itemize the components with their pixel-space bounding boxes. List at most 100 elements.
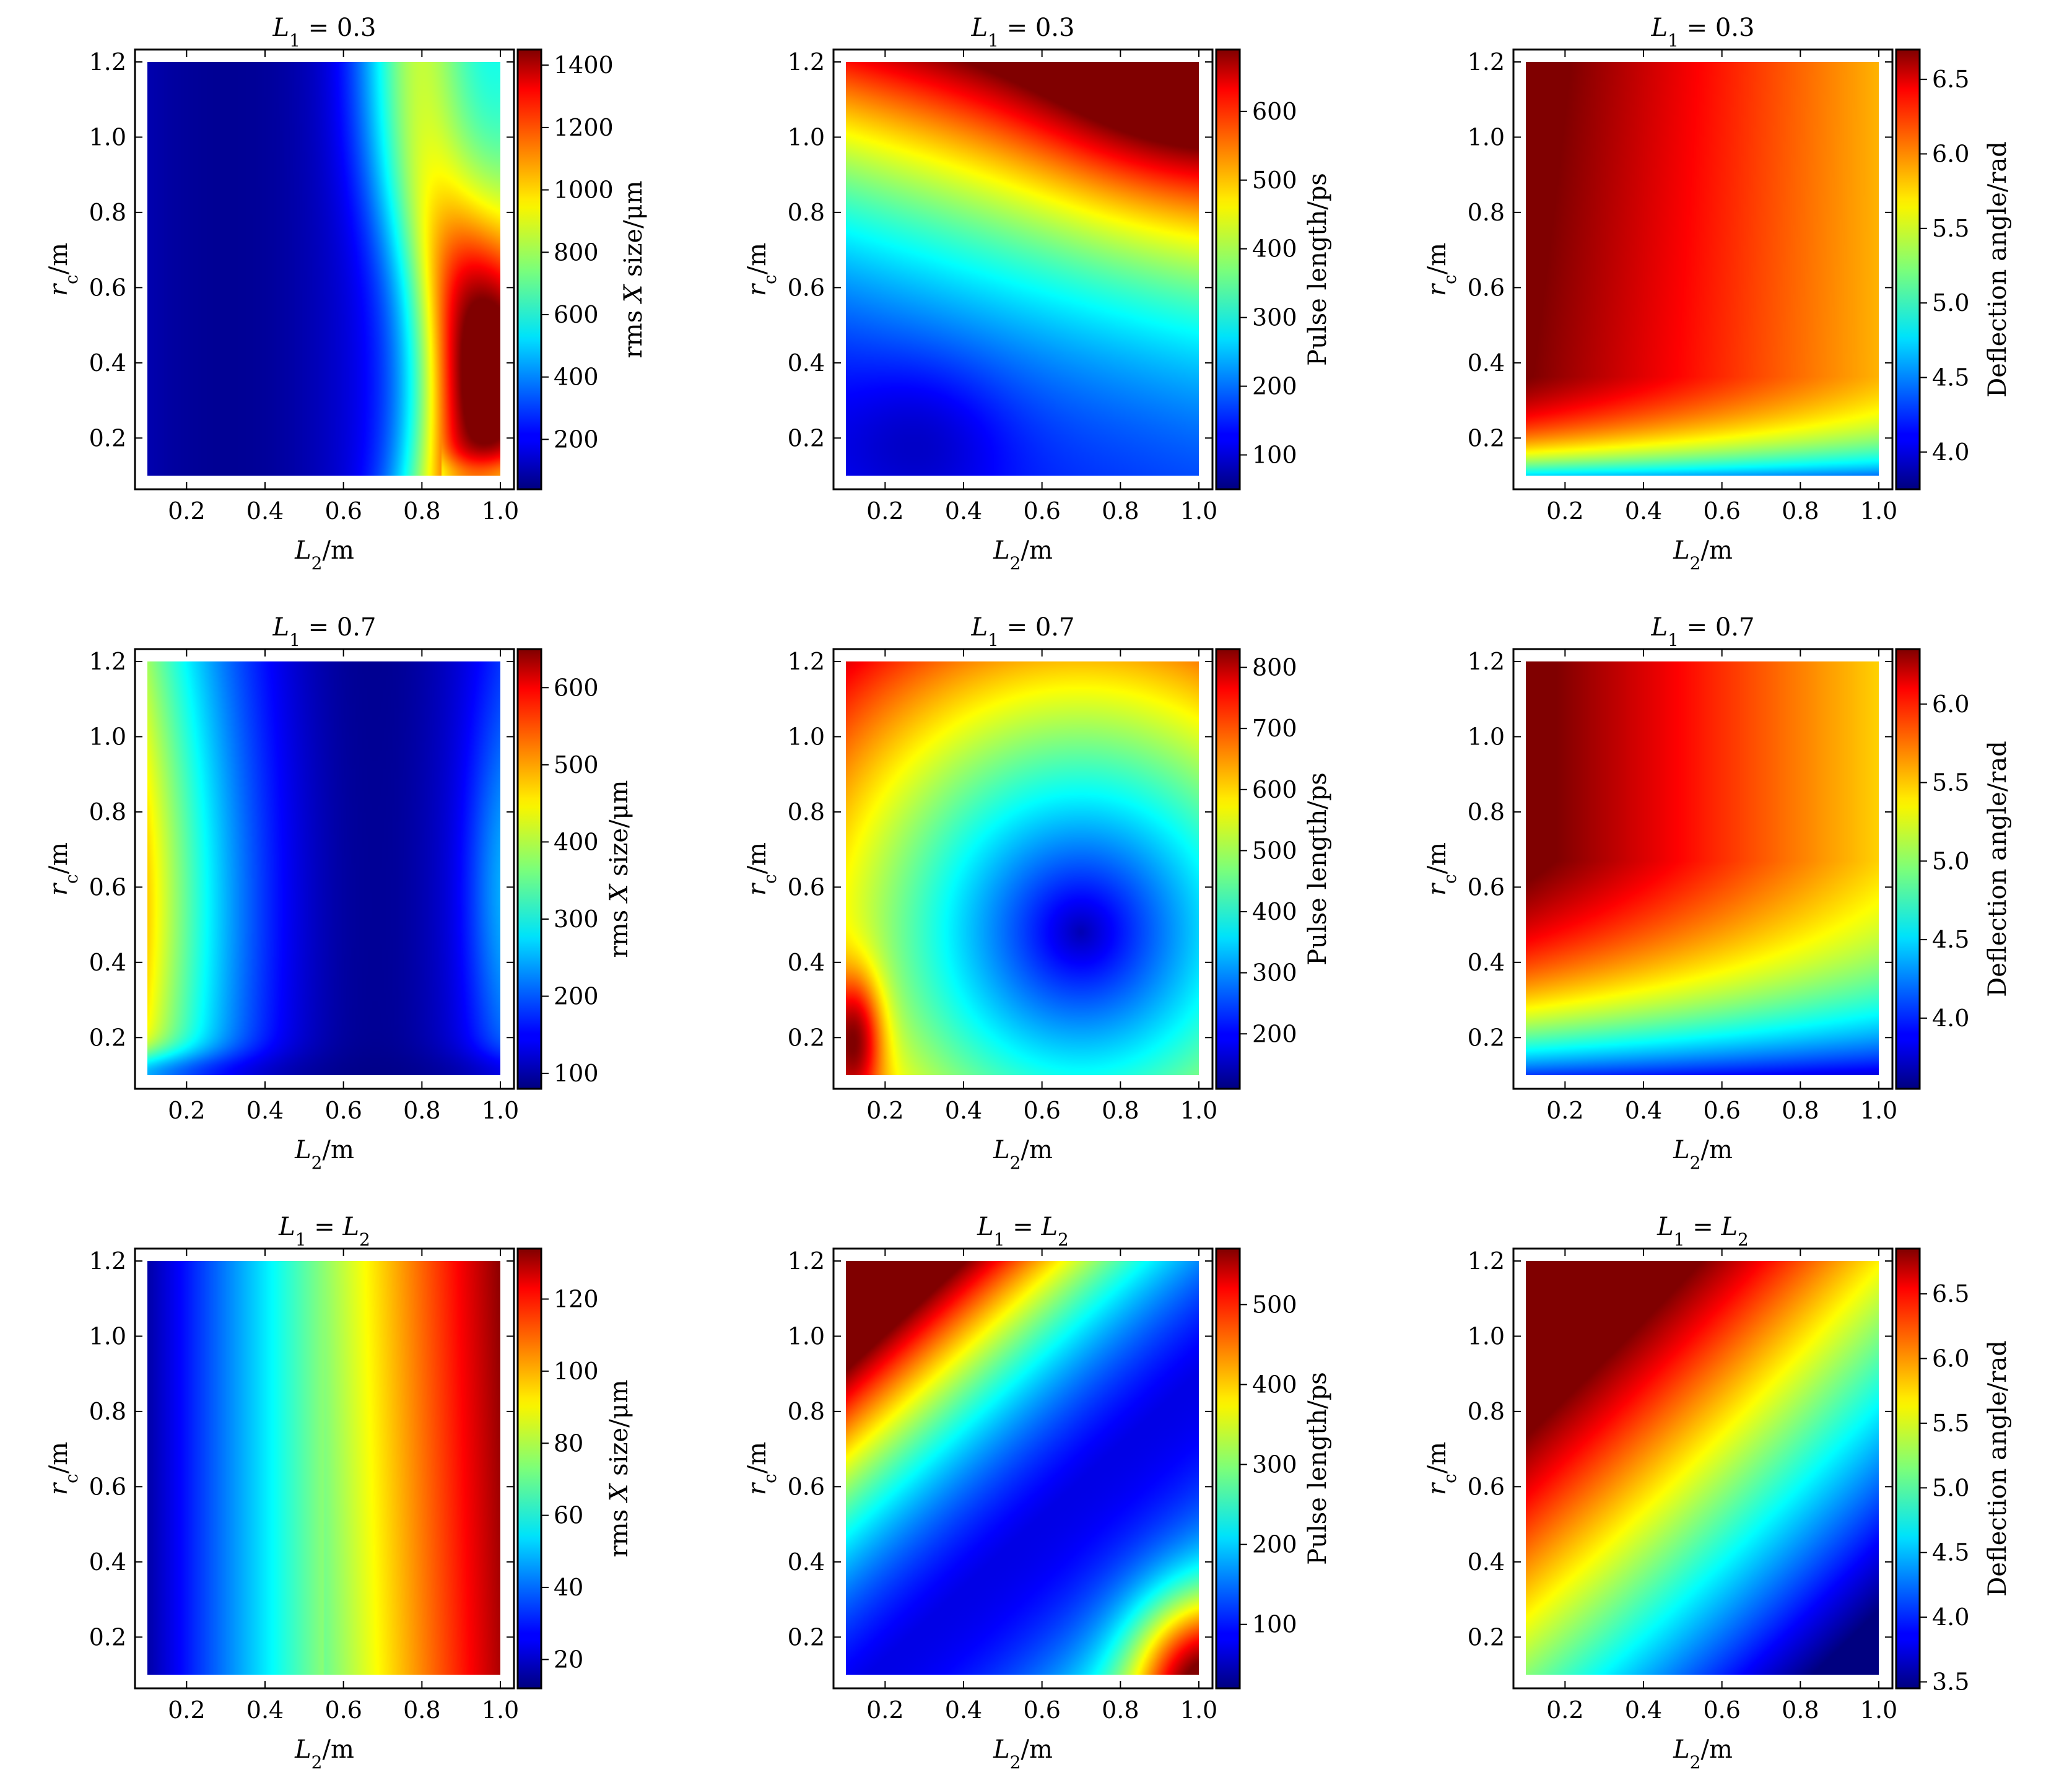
x-tick-label: 0.2 xyxy=(866,1097,903,1124)
colorbar-tick-label: 200 xyxy=(554,983,599,1010)
panel-title: L1 = 0.3 xyxy=(1651,14,1755,51)
x-tick-label: 1.0 xyxy=(482,1097,519,1124)
x-tick-label: 0.4 xyxy=(246,1696,284,1724)
y-tick-label: 0.6 xyxy=(788,274,825,301)
x-tick-label: 1.0 xyxy=(1180,1097,1217,1124)
y-axis-label-group: rc/m xyxy=(743,842,780,896)
y-tick-label: 0.6 xyxy=(1468,274,1505,301)
colorbar-tick-label: 1000 xyxy=(554,177,614,204)
colorbar-tick-label: 400 xyxy=(554,828,599,855)
colorbar-tick-label: 6.0 xyxy=(1932,691,1969,718)
colorbar-frame xyxy=(516,48,542,491)
y-tick-label: 0.6 xyxy=(788,1473,825,1500)
axes-frame xyxy=(832,48,1214,491)
colorbar-label-group: Deflection angle/rad xyxy=(1983,141,2012,398)
x-tick-label: 0.2 xyxy=(1546,1696,1583,1724)
y-tick-label: 1.2 xyxy=(89,1247,126,1275)
colorbar-tick-label: 100 xyxy=(1252,442,1297,469)
y-tick-label: 1.2 xyxy=(788,648,825,675)
y-tick-label: 1.2 xyxy=(89,48,126,76)
y-tick-label: 1.0 xyxy=(89,123,126,151)
y-tick-label: 0.6 xyxy=(89,274,126,301)
colorbar-label: Deflection angle/rad xyxy=(1983,141,2012,398)
heatmap-panel-5: L1 = 0.7 0.2 0.4 0.6 0.8 1.0 0.2 0.4 0.6 0.8 1.0 1.… xyxy=(743,613,1332,1173)
y-axis-label-group: rc/m xyxy=(45,243,82,296)
colorbar-frame xyxy=(516,1247,542,1690)
x-axis-label: L2/m xyxy=(294,536,354,574)
y-tick-label: 1.2 xyxy=(1468,48,1505,76)
y-axis-label: rc/m xyxy=(45,842,82,896)
axes-frame xyxy=(134,1247,515,1690)
x-tick-label: 0.2 xyxy=(866,1696,903,1724)
colorbar-tick-label: 20 xyxy=(554,1646,583,1673)
y-axis-label-group: rc/m xyxy=(1423,842,1460,896)
y-tick-label: 0.6 xyxy=(1468,873,1505,901)
colorbar-tick-label: 500 xyxy=(554,751,599,779)
y-tick-label: 0.8 xyxy=(788,199,825,226)
axes-frame xyxy=(1512,48,1894,491)
y-axis-label: rc/m xyxy=(743,842,780,896)
colorbar-tick-label: 6.5 xyxy=(1932,1280,1969,1307)
heatmap-panel-7: L1 = L2 0.2 0.4 0.6 0.8 1.0 0.2 0.4 0.6 0.8 1.0 1.2… xyxy=(45,1213,633,1773)
x-tick-label: 0.8 xyxy=(1782,497,1819,525)
colorbar-label-group: Deflection angle/rad xyxy=(1983,741,2012,997)
y-tick-label: 0.4 xyxy=(788,949,825,976)
colorbar-tick-label: 400 xyxy=(1252,898,1297,925)
heatmap-image xyxy=(147,62,500,476)
colorbar-tick-label: 60 xyxy=(554,1502,583,1529)
heatmap-panel-4: L1 = 0.7 0.2 0.4 0.6 0.8 1.0 0.2 0.4 0.6 0.8 1.0 1.… xyxy=(45,613,633,1173)
colorbar-tick-label: 500 xyxy=(1252,1291,1297,1318)
x-tick-label: 0.8 xyxy=(1102,1696,1139,1724)
x-tick-label: 0.6 xyxy=(1023,1097,1060,1124)
y-tick-label: 0.6 xyxy=(89,873,126,901)
y-tick-label: 1.0 xyxy=(89,723,126,750)
heatmap-image xyxy=(846,1261,1199,1675)
colorbar-tick-label: 200 xyxy=(1252,1531,1297,1558)
x-axis-label: L2/m xyxy=(993,536,1053,574)
colorbar xyxy=(1216,649,1240,1089)
x-tick-label: 0.6 xyxy=(324,497,362,525)
colorbar xyxy=(1896,50,1920,489)
y-axis-label: rc/m xyxy=(45,243,82,296)
colorbar-label: Pulse length/ps xyxy=(1304,772,1332,966)
y-axis-label-group: rc/m xyxy=(743,243,780,296)
y-tick-label: 0.2 xyxy=(1468,424,1505,452)
heatmap-panel-2: L1 = 0.3 0.2 0.4 0.6 0.8 1.0 0.2 0.4 0.6 0.8 1.0 1.… xyxy=(743,14,1332,574)
y-tick-label: 1.2 xyxy=(1468,1247,1505,1275)
colorbar-tick-label: 600 xyxy=(554,674,599,701)
colorbar-tick-label: 80 xyxy=(554,1429,583,1457)
panel-title: L1 = 0.7 xyxy=(971,613,1075,650)
axes-frame xyxy=(134,648,515,1090)
y-tick-label: 0.4 xyxy=(89,949,126,976)
y-axis-label-group: rc/m xyxy=(45,1442,82,1495)
y-tick-label: 0.2 xyxy=(89,424,126,452)
heatmap-image xyxy=(1526,1261,1879,1675)
colorbar-frame xyxy=(1215,648,1241,1090)
y-tick-label: 0.4 xyxy=(788,1548,825,1576)
x-tick-label: 0.2 xyxy=(1546,1097,1583,1124)
colorbar-tick-label: 5.5 xyxy=(1932,1410,1969,1437)
colorbar-tick-label: 400 xyxy=(1252,235,1297,263)
x-tick-label: 0.4 xyxy=(246,497,284,525)
x-tick-label: 1.0 xyxy=(1860,497,1897,525)
y-tick-label: 0.4 xyxy=(1468,349,1505,377)
x-tick-label: 0.4 xyxy=(945,497,982,525)
x-tick-label: 0.8 xyxy=(1782,1696,1819,1724)
y-tick-label: 0.8 xyxy=(788,1398,825,1425)
y-tick-label: 0.2 xyxy=(89,1024,126,1051)
x-tick-label: 0.8 xyxy=(1102,1097,1139,1124)
y-tick-label: 1.0 xyxy=(788,123,825,151)
colorbar-tick-label: 600 xyxy=(554,301,599,328)
axes-frame xyxy=(832,1247,1214,1690)
heatmap-image xyxy=(1526,661,1879,1075)
axes-frame xyxy=(134,48,515,491)
y-tick-label: 0.6 xyxy=(89,1473,126,1500)
colorbar xyxy=(518,649,541,1089)
colorbar-tick-label: 4.0 xyxy=(1932,438,1969,466)
x-tick-label: 0.6 xyxy=(1703,1696,1740,1724)
colorbar-tick-label: 5.0 xyxy=(1932,289,1969,316)
heatmap-panel-6: L1 = 0.7 0.2 0.4 0.6 0.8 1.0 0.2 0.4 0.6 0.8 1.0 1.… xyxy=(1423,613,2012,1173)
y-tick-label: 1.2 xyxy=(89,648,126,675)
heatmap-image xyxy=(147,661,500,1075)
y-tick-label: 0.8 xyxy=(1468,798,1505,826)
